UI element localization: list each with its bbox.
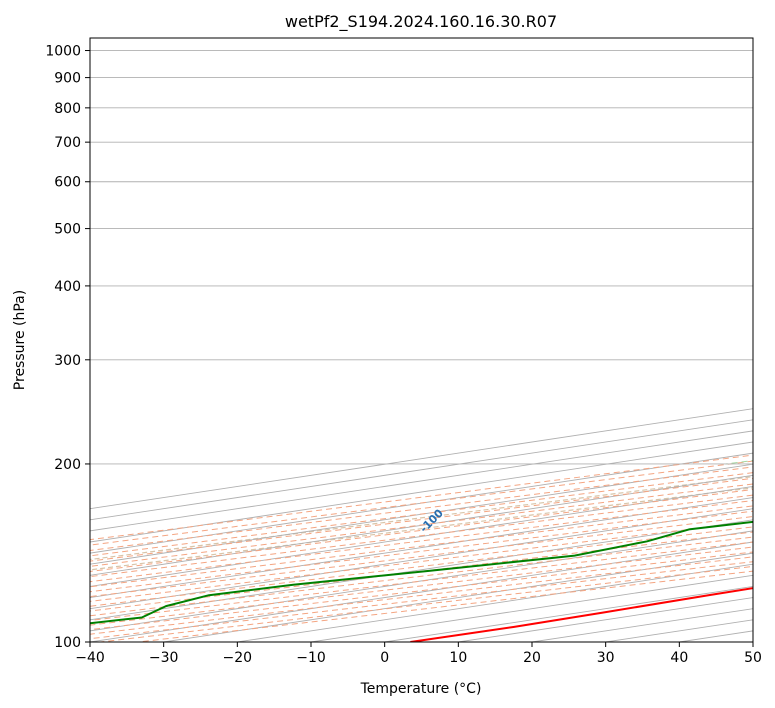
y-tick-label: 1000 xyxy=(45,44,81,60)
dry-adiabat-line xyxy=(90,526,753,607)
isotherm-line xyxy=(90,441,753,543)
x-tick-label: 50 xyxy=(744,650,762,666)
x-tick-label: 0 xyxy=(380,650,389,666)
profile-series xyxy=(90,520,753,642)
isotherm-line xyxy=(90,530,753,632)
y-tick-label: 800 xyxy=(54,101,81,117)
x-tick-label: −20 xyxy=(223,650,253,666)
x-axis-ticks: −40 −30 −20 −10 0 10 20 30 40 50 xyxy=(75,642,762,666)
y-tick-label: 100 xyxy=(54,635,81,651)
y-tick-label: 600 xyxy=(54,175,81,191)
plot-frame xyxy=(89,37,754,643)
dry-adiabats xyxy=(90,454,753,642)
y-axis-label: Pressure (hPa) xyxy=(12,290,28,390)
plot-area: -100-90-80-70-60-50-40-30-20-10010203040… xyxy=(90,50,753,642)
x-tick-label: −10 xyxy=(296,650,326,666)
isotherm-line xyxy=(90,463,753,565)
isotherm-line xyxy=(90,519,753,621)
isotherm-line xyxy=(90,474,753,576)
chart-title: wetPf2_S194.2024.160.16.30.R07 xyxy=(285,12,557,32)
isotherm-line xyxy=(90,485,753,587)
dry-adiabat-line xyxy=(90,536,753,617)
dry-adiabat-line xyxy=(90,510,753,593)
x-tick-label: 10 xyxy=(449,650,467,666)
y-tick-label: 900 xyxy=(54,71,81,87)
y-tick-label: 200 xyxy=(54,457,81,473)
y-tick-label: 500 xyxy=(54,222,81,238)
y-tick-label: 300 xyxy=(54,353,81,369)
dry-adiabat-line xyxy=(90,472,753,557)
y-tick-label: 400 xyxy=(54,279,81,295)
dry-adiabat-line xyxy=(90,505,753,588)
dry-adiabat-line xyxy=(90,500,753,583)
x-axis-label: Temperature (°C) xyxy=(360,681,482,697)
dewpoint-line xyxy=(90,520,753,625)
x-tick-label: −30 xyxy=(149,650,179,666)
isotherm-line xyxy=(90,508,753,610)
isotherm-line xyxy=(90,452,753,554)
isobar-gridlines xyxy=(90,50,753,642)
x-tick-label: 20 xyxy=(523,650,541,666)
theta-curves xyxy=(90,475,753,571)
theta-line xyxy=(90,475,753,561)
y-tick-label: 700 xyxy=(54,135,81,151)
x-tick-label: −40 xyxy=(75,650,105,666)
dry-adiabat-line xyxy=(90,531,753,612)
dry-adiabat-line xyxy=(90,477,753,562)
dry-adiabat-line xyxy=(90,466,753,552)
y-axis-ticks: 100 200 300 400 500 600 700 800 900 1000 xyxy=(45,44,90,651)
x-tick-label: 40 xyxy=(670,650,688,666)
x-tick-label: 30 xyxy=(597,650,615,666)
